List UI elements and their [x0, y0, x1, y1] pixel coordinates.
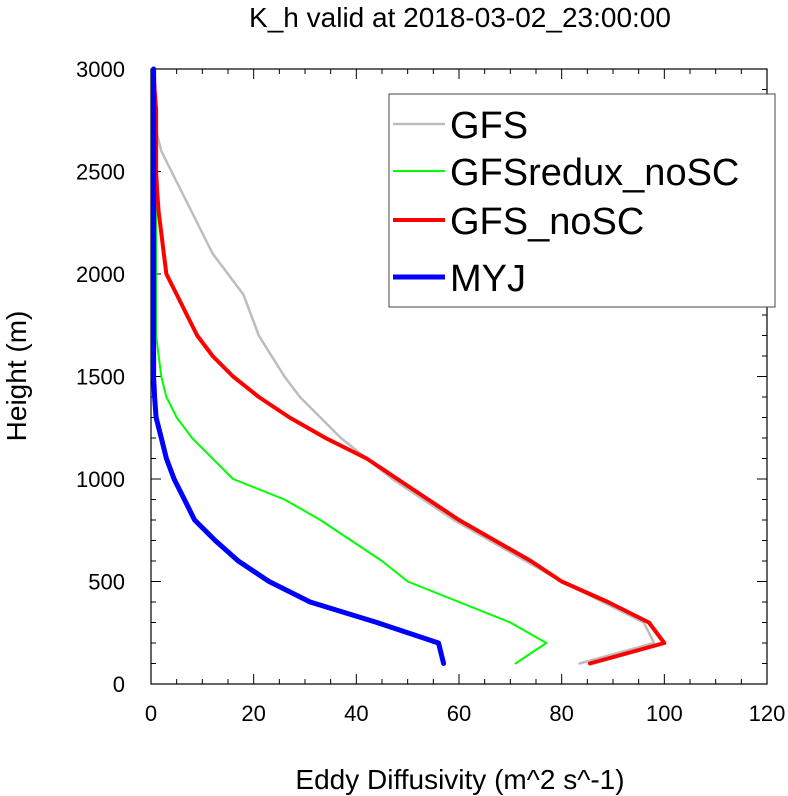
y-tick-label: 500 — [88, 570, 125, 595]
series-line-gfs — [151, 67, 656, 665]
x-tick-label: 40 — [344, 701, 368, 726]
y-tick-label: 1000 — [76, 467, 125, 492]
series-line-myj — [151, 66, 447, 666]
x-axis-label: Eddy Diffusivity (m^2 s^-1) — [295, 764, 624, 795]
legend-label: GFSredux_noSC — [450, 152, 739, 194]
y-axis-label: Height (m) — [1, 311, 32, 442]
y-tick-label: 2500 — [76, 160, 125, 185]
y-tick-label: 3000 — [76, 57, 125, 82]
x-tick-label: 120 — [749, 701, 786, 726]
y-tick-label: 2000 — [76, 262, 125, 287]
x-tick-label: 0 — [145, 701, 157, 726]
x-tick-label: 20 — [241, 701, 265, 726]
legend-label: GFS_noSC — [450, 201, 644, 243]
legend: GFS GFSredux_noSC GFS_noSC MYJ — [388, 93, 776, 308]
x-tick-label: 80 — [549, 701, 573, 726]
y-tick-label: 0 — [113, 672, 125, 697]
legend-box — [388, 93, 776, 308]
chart-title: K_h valid at 2018-03-02_23:00:00 — [249, 2, 671, 33]
legend-label: MYJ — [450, 258, 526, 300]
plot-area: 0 20 40 60 80 100 120 0 500 1000 1500 2000 2500 3000 — [76, 57, 785, 726]
x-tick-label: 60 — [447, 701, 471, 726]
y-tick-label: 1500 — [76, 365, 125, 390]
x-tick-label: 100 — [646, 701, 683, 726]
legend-label: GFS — [450, 105, 528, 147]
